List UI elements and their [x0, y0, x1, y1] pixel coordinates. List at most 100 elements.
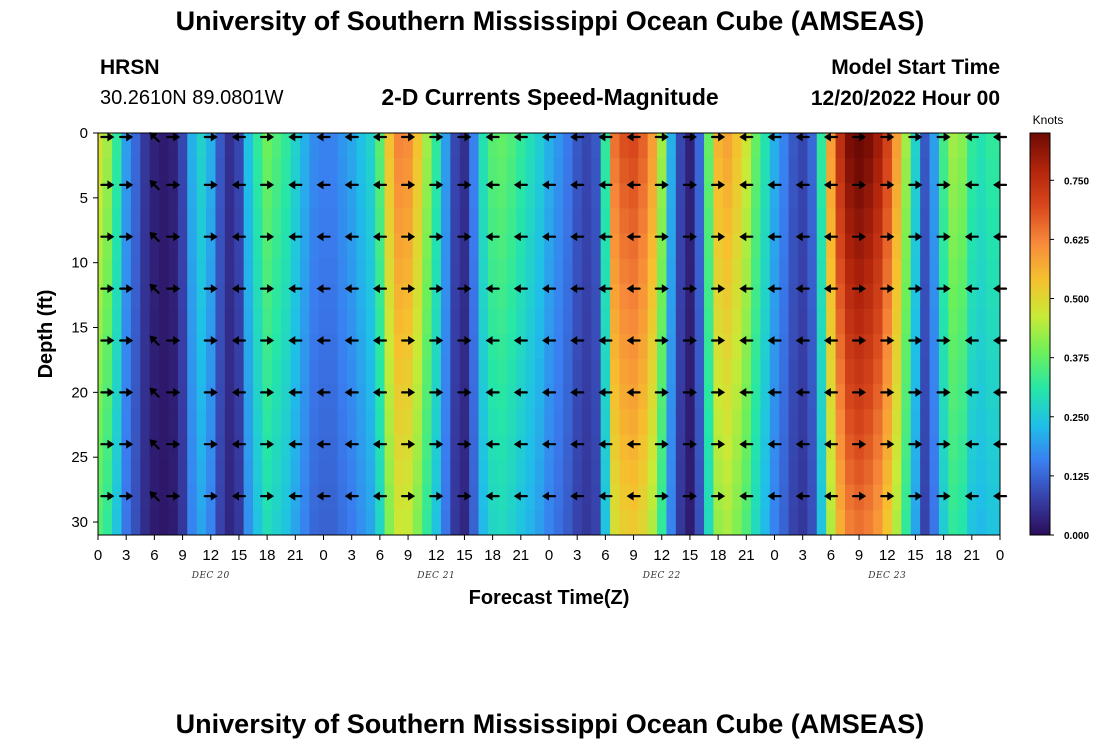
heatmap-cell [393, 359, 404, 385]
x-tick-label: 12 [879, 547, 896, 564]
heatmap-cell [525, 384, 536, 410]
heatmap-cell [440, 308, 451, 335]
heatmap-cell [553, 409, 564, 436]
heatmap-cell [337, 359, 348, 385]
heatmap-cell [694, 484, 705, 511]
heatmap-cell [130, 233, 141, 260]
heatmap-cell [826, 133, 837, 159]
heatmap-cell [779, 258, 790, 285]
heatmap-cell [863, 409, 874, 436]
heatmap-cell [346, 183, 357, 209]
current-vector-arrow [372, 232, 387, 242]
heatmap-cell [938, 384, 949, 410]
heatmap-cell [112, 133, 123, 159]
heatmap-cell [130, 359, 141, 385]
heatmap-cell [375, 384, 386, 410]
heatmap-cell [694, 409, 705, 436]
heatmap-cell [741, 434, 752, 461]
current-vector-arrow [166, 439, 181, 449]
heatmap-cell [957, 459, 968, 486]
heatmap-cell [431, 208, 442, 235]
heatmap-cell [177, 334, 188, 360]
heatmap-cell [431, 133, 442, 159]
current-vector-arrow [288, 491, 303, 501]
heatmap-cell [149, 334, 160, 360]
heatmap-cell [459, 308, 470, 335]
current-vector-arrow [100, 387, 115, 397]
heatmap-cell [985, 283, 996, 310]
current-vector-arrow [682, 491, 697, 501]
heatmap-cell [393, 434, 404, 461]
heatmap-cell [300, 384, 311, 410]
heatmap-cell [525, 484, 536, 511]
heatmap-cell [431, 183, 442, 209]
heatmap-cell [309, 484, 320, 511]
heatmap-cell [365, 258, 376, 285]
current-vector-arrow [119, 491, 134, 501]
heatmap-cell [591, 158, 602, 184]
x-tick-label: 15 [682, 547, 699, 564]
heatmap-cell [159, 183, 170, 209]
heatmap-cell [450, 258, 461, 285]
heatmap-cell [262, 384, 273, 410]
heatmap-cell [647, 133, 658, 159]
current-vector-arrow [682, 336, 697, 345]
heatmap-cell [253, 509, 264, 535]
heatmap-cell [844, 459, 855, 486]
heatmap-cell [253, 384, 264, 410]
heatmap-cell [393, 233, 404, 260]
current-vector-arrow [682, 284, 697, 294]
heatmap-cell [412, 283, 423, 310]
heatmap-cell [346, 384, 357, 410]
heatmap-cell [722, 459, 733, 486]
current-vector-arrow [993, 232, 1008, 242]
heatmap-cell [854, 409, 865, 436]
heatmap-cell [666, 283, 677, 310]
heatmap-cell [957, 233, 968, 260]
heatmap-cell [797, 384, 808, 410]
heatmap-cell [224, 334, 235, 360]
heatmap-cell [262, 233, 273, 260]
heatmap-cell [487, 434, 498, 461]
current-vector-arrow [626, 439, 641, 449]
heatmap-cell [346, 509, 357, 535]
date-label: DEC 23 [867, 571, 906, 581]
current-vector-arrow [485, 180, 500, 190]
heatmap-cell [431, 509, 442, 535]
current-vector-arrow [344, 387, 359, 397]
current-vector-arrow [880, 132, 895, 142]
heatmap-cell [234, 233, 245, 260]
heatmap-cell [844, 208, 855, 235]
heatmap-cell [112, 308, 123, 335]
heatmap-cell [328, 283, 339, 310]
heatmap-cell [985, 384, 996, 410]
heatmap-cell [187, 384, 198, 410]
heatmap-cell [563, 359, 574, 385]
heatmap-cell [403, 459, 414, 486]
heatmap-cell [516, 459, 527, 486]
heatmap-cell [384, 258, 395, 285]
heatmap-cell [760, 509, 771, 535]
heatmap-cell [948, 459, 959, 486]
heatmap-cell [497, 459, 508, 486]
heatmap-cell [863, 509, 874, 535]
heatmap-cell [450, 283, 461, 310]
heatmap-cell [431, 308, 442, 335]
heatmap-cell [140, 484, 151, 511]
current-vector-arrow [149, 132, 160, 143]
heatmap-cell [760, 133, 771, 159]
heatmap-cell [187, 359, 198, 385]
heatmap-cell [253, 283, 264, 310]
heatmap-cell [130, 434, 141, 461]
current-vector-arrow [710, 132, 726, 142]
heatmap-cell [920, 308, 931, 335]
heatmap-cell [365, 434, 376, 461]
heatmap-cell [328, 384, 339, 410]
heatmap-cell [638, 158, 649, 184]
heatmap-cell [487, 183, 498, 209]
heatmap-cell [769, 509, 780, 535]
heatmap-cell [459, 359, 470, 385]
heatmap-cell [581, 334, 592, 360]
station-coordinates: 30.2610N 89.0801W [100, 87, 284, 109]
heatmap-cell [873, 434, 884, 461]
